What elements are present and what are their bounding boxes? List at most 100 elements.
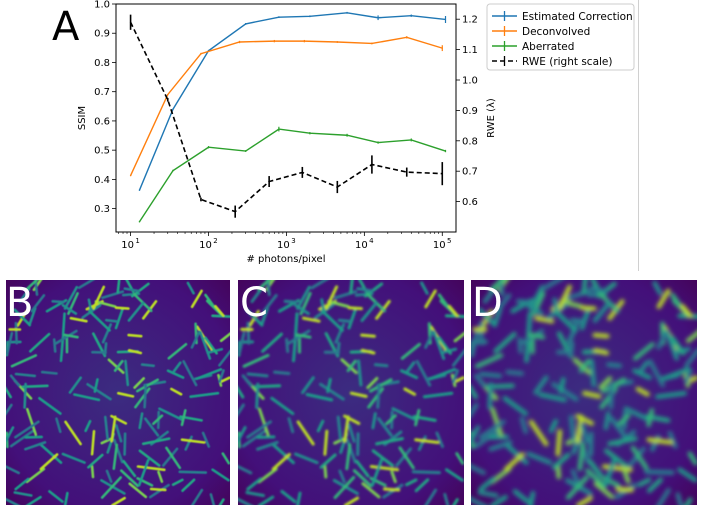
filament: [477, 307, 498, 328]
filament: [40, 370, 58, 375]
y2-tick-label: 0.9: [462, 106, 478, 117]
filament: [603, 411, 611, 430]
data-point: [441, 173, 443, 175]
filament: [302, 316, 321, 323]
filament: [565, 475, 589, 500]
series-line-3: [129, 21, 443, 213]
filament: [141, 437, 171, 446]
filament: [246, 372, 269, 378]
filament: [411, 470, 441, 475]
data-point: [336, 186, 338, 188]
filament: [617, 413, 631, 426]
data-point: [172, 108, 174, 110]
filament: [337, 318, 352, 323]
filament: [602, 464, 633, 472]
filament: [310, 280, 329, 290]
data-point: [207, 146, 210, 148]
filament: [68, 376, 82, 394]
filament: [622, 469, 631, 484]
panel-d-label: D: [472, 280, 503, 326]
filament: [375, 437, 404, 446]
filament: [323, 464, 328, 479]
filament: [452, 498, 459, 505]
filament: [326, 377, 332, 394]
filament: [25, 280, 39, 291]
filament: [117, 391, 135, 398]
filament: [101, 323, 112, 344]
filament: [382, 483, 404, 499]
filament: [257, 467, 278, 484]
filament: [218, 349, 230, 367]
filament: [241, 428, 268, 448]
filament: [271, 453, 291, 471]
x-tick-exponent: 4: [369, 237, 374, 245]
filament: [369, 465, 400, 472]
x-tick-label: 10: [277, 240, 290, 251]
filament: [296, 491, 302, 505]
filament: [652, 280, 663, 296]
filament: [238, 426, 247, 443]
filament: [238, 497, 253, 505]
filament: [385, 414, 397, 426]
filament: [579, 305, 597, 311]
filament: [23, 382, 27, 409]
filament: [343, 496, 360, 505]
filament: [361, 482, 381, 499]
data-point: [200, 198, 202, 201]
filament: [189, 391, 220, 399]
filament: [63, 491, 69, 505]
filament: [9, 374, 21, 387]
filament: [14, 372, 37, 378]
filament: [369, 378, 393, 393]
filament: [391, 407, 418, 422]
filament: [246, 420, 272, 439]
filament: [656, 288, 671, 309]
filament: [395, 447, 412, 467]
filament: [494, 293, 512, 314]
legend-label: Deconvolved: [522, 26, 590, 38]
filament: [420, 281, 429, 295]
filament: [455, 452, 464, 465]
filament: [256, 435, 276, 439]
filament: [128, 482, 148, 499]
filament: [324, 285, 339, 310]
filament: [149, 483, 170, 499]
filament: [578, 359, 591, 373]
filament: [25, 407, 38, 436]
filament-layer-b: [6, 280, 230, 505]
filament: [474, 353, 504, 369]
filament: [452, 376, 464, 384]
filament: [261, 332, 283, 353]
filament: [570, 468, 580, 484]
filament: [414, 438, 440, 444]
filament: [204, 336, 218, 355]
filament: [424, 289, 437, 309]
filament: [608, 383, 615, 410]
filament: [533, 375, 549, 395]
filament: [646, 437, 674, 445]
filament: [172, 361, 182, 373]
filament: [305, 393, 334, 402]
filament: [181, 478, 196, 493]
filament: [414, 478, 430, 493]
y-tick-label: 0.3: [94, 204, 110, 215]
filament: [25, 495, 42, 505]
filament: [474, 428, 501, 449]
filament: [526, 451, 553, 465]
filament: [490, 494, 508, 505]
filament: [349, 280, 354, 294]
filament: [471, 464, 486, 476]
filament: [54, 329, 78, 345]
filament: [575, 414, 584, 444]
x-tick-exponent: 3: [291, 237, 295, 245]
filament: [647, 477, 663, 493]
filament: [133, 377, 145, 389]
filament: [405, 478, 418, 487]
filament: [182, 360, 198, 387]
filament: [488, 440, 513, 452]
filament: [417, 435, 427, 451]
filament: [424, 330, 435, 349]
filament: [493, 331, 517, 354]
filament: [138, 449, 161, 467]
x-tick-label: 10: [433, 240, 446, 251]
